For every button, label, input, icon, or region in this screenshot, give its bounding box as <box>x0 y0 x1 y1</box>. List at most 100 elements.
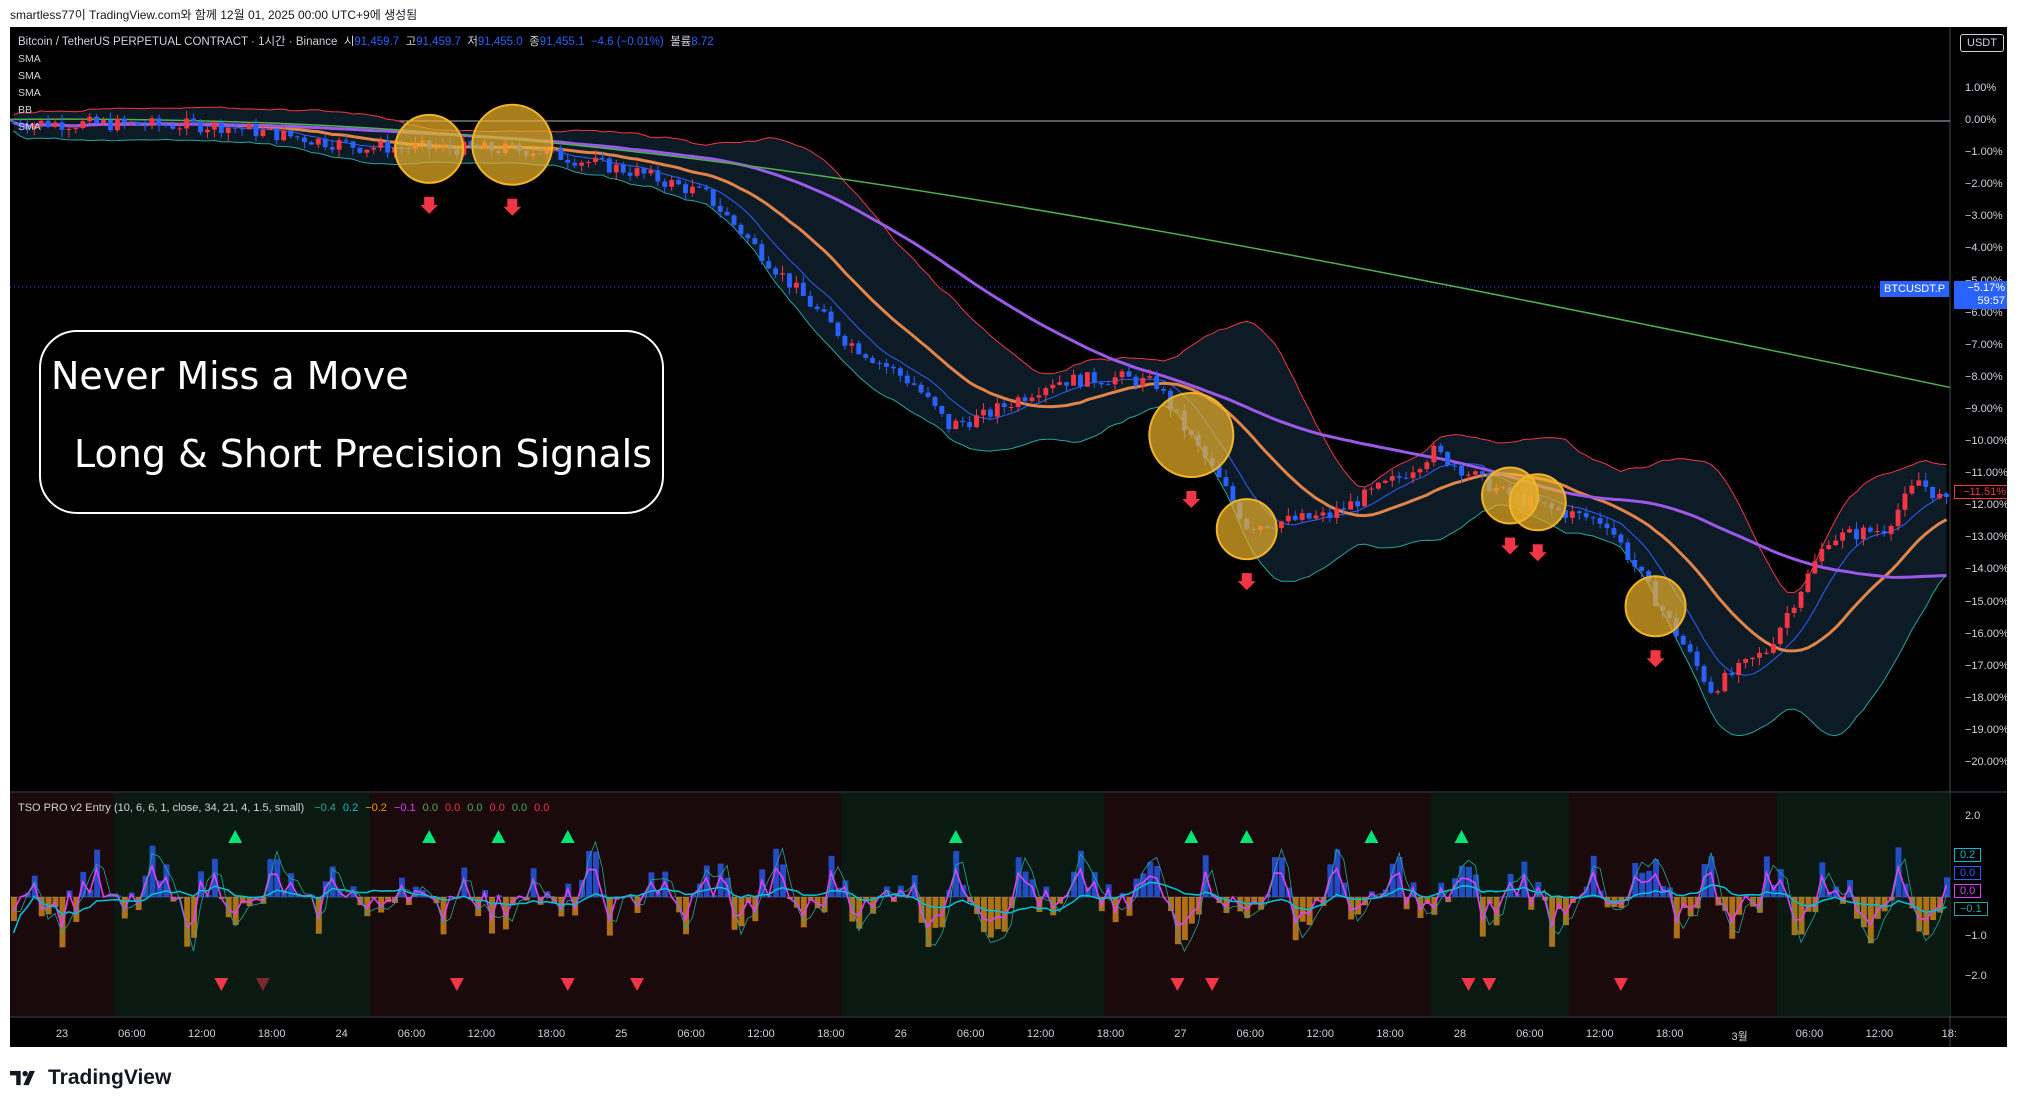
candle-body <box>1389 476 1395 481</box>
candle-body <box>1770 643 1776 653</box>
change-value: −4.6 (−0.01%) <box>590 36 664 48</box>
oscillator-histogram-bar <box>1854 897 1860 919</box>
high-value: 91,459.7 <box>416 36 461 48</box>
candle-body <box>655 170 661 182</box>
oscillator-histogram-bar <box>696 883 703 897</box>
oscillator-histogram-bar <box>329 866 336 897</box>
candle-body <box>807 295 813 307</box>
indicator-sma-4[interactable]: SMA <box>18 121 41 133</box>
candle-body <box>184 118 190 129</box>
oscillator-axis-tick: 2.0 <box>1965 810 1981 822</box>
candle-body <box>1860 527 1866 540</box>
candle-body <box>1362 489 1367 507</box>
indicator-bb[interactable]: BB <box>18 104 33 116</box>
candle-body <box>634 168 640 176</box>
candle-body <box>627 172 633 176</box>
candle-body <box>198 121 203 133</box>
candle-body <box>1313 515 1319 519</box>
candle-body <box>558 148 564 160</box>
currency-button[interactable]: USDT <box>1960 34 2004 52</box>
candle-body <box>683 184 688 194</box>
candle-body <box>364 149 370 153</box>
tradingview-brand[interactable]: TradingView <box>10 1066 171 1090</box>
time-axis-tick: 12:00 <box>1586 1028 1614 1040</box>
time-axis-tick: 06:00 <box>397 1028 426 1040</box>
short-signal-arrow-icon <box>420 196 439 214</box>
candle-body <box>253 124 259 137</box>
candle-body <box>1320 512 1326 516</box>
bollinger-upper-line <box>13 106 1947 594</box>
candle-body <box>1729 672 1735 676</box>
candle-body <box>350 141 356 148</box>
oscillator-histogram-bar <box>1770 884 1777 897</box>
price-axis-tick: −8.00% <box>1965 370 2003 383</box>
symbol-legend[interactable]: Bitcoin / TetherUS PERPETUAL CONTRACT · … <box>18 33 714 49</box>
candle-body <box>703 187 709 190</box>
candle-body <box>59 122 65 130</box>
oscillator-histogram-bar <box>1860 897 1867 928</box>
candle-body <box>1278 521 1284 529</box>
candle-body <box>1084 372 1090 387</box>
oscillator-histogram-bar <box>717 863 724 897</box>
candle-body <box>1071 374 1076 386</box>
long-signal-triangle-icon <box>1239 830 1254 843</box>
candle-body <box>1798 591 1804 608</box>
time-axis-tick: 23 <box>55 1028 69 1040</box>
oscillator-value-tag: 0.2 <box>1954 848 1982 862</box>
candle-body <box>1833 540 1839 546</box>
price-axis-tick: −17.00% <box>1965 659 2007 672</box>
candle-body <box>1867 527 1873 532</box>
candle-body <box>1424 462 1430 470</box>
candle-body <box>274 128 280 141</box>
oscillator-histogram-bar <box>1084 887 1091 897</box>
oscillator-histogram-bar <box>1466 866 1472 897</box>
oscillator-histogram-bar <box>1556 897 1562 910</box>
candle-body <box>267 128 273 130</box>
candle-body <box>1639 566 1645 572</box>
oscillator-histogram-bar <box>1590 855 1597 897</box>
oscillator-histogram-bar <box>953 850 960 897</box>
candle-body <box>1625 542 1631 561</box>
indicator-sma-2[interactable]: SMA <box>18 70 41 82</box>
indicator-sma-1[interactable]: SMA <box>18 53 41 65</box>
short-signal-arrow-icon <box>1182 491 1201 509</box>
oscillator-histogram-bar <box>1050 897 1057 916</box>
promo-line-2: Long & Short Precision Signals <box>74 432 652 476</box>
candle-body <box>835 322 841 336</box>
oscillator-histogram-bar <box>738 897 745 927</box>
candle-body <box>1216 465 1222 478</box>
candle-body <box>884 363 889 367</box>
candle-body <box>620 164 626 173</box>
sma-long-line <box>10 118 1951 389</box>
oscillator-histogram-bar <box>814 897 821 909</box>
oscillator-value-tag: 0.0 <box>1954 884 1982 898</box>
oscillator-histogram-bar <box>274 859 281 897</box>
candle-body <box>1888 525 1894 534</box>
indicator-sma-3[interactable]: SMA <box>18 87 41 99</box>
oscillator-legend[interactable]: TSO PRO v2 Entry (10, 6, 6, 1, close, 34… <box>18 802 563 814</box>
price-chart[interactable] <box>10 27 2007 1047</box>
candle-body <box>1909 485 1915 494</box>
candle-body <box>821 309 827 312</box>
candle-body <box>1611 528 1617 535</box>
oscillator-histogram-bar <box>918 897 925 923</box>
candle-body <box>17 122 23 127</box>
price-axis[interactable]: 1.00%0.00%−1.00%−2.00%−3.00%−4.00%−5.00%… <box>1950 27 2007 792</box>
candle-body <box>856 343 862 355</box>
candle-body <box>246 124 252 130</box>
candle-body <box>904 375 910 384</box>
oscillator-histogram-bar <box>38 897 45 917</box>
candle-body <box>849 343 855 346</box>
oscillator-histogram-bar <box>1355 897 1362 915</box>
candle-body <box>1008 406 1014 408</box>
chart-frame[interactable]: Bitcoin / TetherUS PERPETUAL CONTRACT · … <box>10 27 2007 1047</box>
candle-body <box>1334 508 1340 518</box>
promo-box: Never Miss a Move Long & Short Precision… <box>39 330 664 514</box>
oscillator-histogram-bar <box>1563 897 1569 926</box>
volume-value: 8.72 <box>691 36 714 48</box>
oscillator-histogram-bar <box>267 859 274 897</box>
candle-body <box>994 403 1000 417</box>
oscillator-histogram-bar <box>52 897 59 907</box>
oscillator-histogram-bar <box>1729 897 1736 939</box>
candle-body <box>946 413 952 430</box>
